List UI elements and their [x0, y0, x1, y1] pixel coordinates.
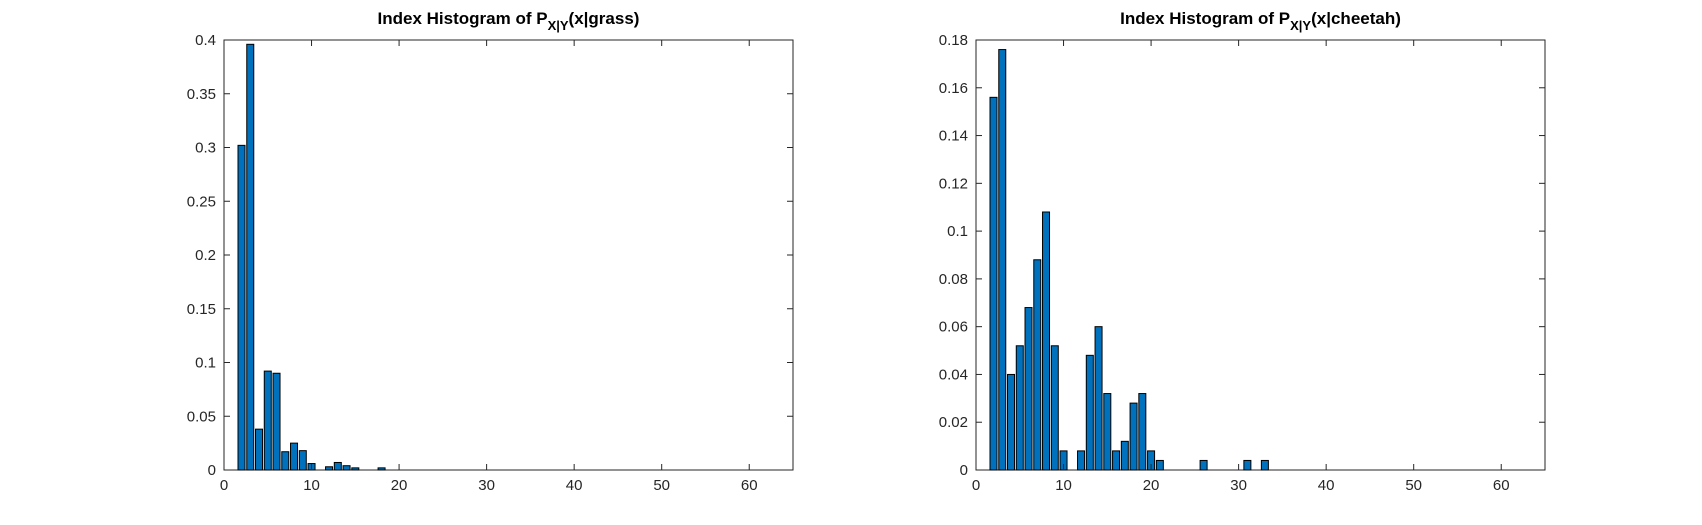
bar-cheetah-5 — [1015, 345, 1024, 471]
bar-cheetah-21 — [1155, 459, 1164, 471]
bar-cheetah-17 — [1120, 440, 1129, 471]
y-tick-label: 0.15 — [187, 301, 216, 318]
bar-grass-18 — [377, 467, 386, 471]
bar-cheetah-33 — [1260, 459, 1269, 471]
y-tick-label: 0.06 — [939, 319, 968, 336]
x-tick-label: 30 — [1230, 477, 1247, 494]
bar-grass-9 — [298, 450, 307, 471]
bar-cheetah-15 — [1103, 393, 1112, 471]
y-tick-label: 0.1 — [947, 223, 968, 240]
title-suffix: (x|cheetah) — [1311, 9, 1401, 28]
x-tick-label: 40 — [566, 477, 583, 494]
bar-grass-13 — [333, 461, 342, 471]
axes-box-grass — [223, 39, 794, 471]
bar-cheetah-9 — [1050, 345, 1059, 471]
bar-grass-3 — [246, 43, 255, 471]
bar-cheetah-8 — [1042, 211, 1051, 471]
y-tick-label: 0.14 — [939, 128, 968, 145]
y-tick-label: 0.35 — [187, 86, 216, 103]
bar-grass-5 — [263, 370, 272, 471]
y-tick-label: 0.08 — [939, 271, 968, 288]
y-tick-label: 0.4 — [195, 32, 216, 49]
bar-cheetah-13 — [1085, 354, 1094, 471]
bar-cheetah-4 — [1007, 373, 1016, 471]
bar-cheetah-31 — [1243, 459, 1252, 471]
y-tick-label: 0.3 — [195, 140, 216, 157]
y-tick-label: 0.2 — [195, 247, 216, 264]
bar-cheetah-12 — [1077, 450, 1086, 471]
title-subscript: X|Y — [1290, 18, 1311, 33]
x-tick-label: 40 — [1318, 477, 1335, 494]
bar-cheetah-6 — [1024, 307, 1033, 471]
x-tick-label: 30 — [478, 477, 495, 494]
bar-grass-7 — [281, 451, 290, 471]
y-tick-label: 0.1 — [195, 355, 216, 372]
y-tick-label: 0 — [208, 462, 216, 479]
bar-grass-15 — [351, 467, 360, 471]
chart-title-cheetah: Index Histogram of PX|Y(x|cheetah) — [1120, 9, 1401, 33]
x-tick-label: 60 — [741, 477, 758, 494]
x-tick-label: 0 — [972, 477, 980, 494]
y-tick-label: 0.12 — [939, 175, 968, 192]
y-tick-label: 0.16 — [939, 80, 968, 97]
bar-grass-6 — [272, 372, 281, 471]
bar-grass-2 — [237, 144, 246, 471]
y-tick-label: 0 — [960, 462, 968, 479]
bar-cheetah-14 — [1094, 326, 1103, 471]
x-tick-label: 20 — [391, 477, 408, 494]
bar-cheetah-26 — [1199, 459, 1208, 471]
bar-cheetah-18 — [1129, 402, 1138, 471]
x-tick-label: 20 — [1143, 477, 1160, 494]
title-subscript: X|Y — [548, 18, 569, 33]
y-tick-label: 0.18 — [939, 32, 968, 49]
bar-grass-12 — [325, 466, 334, 471]
title-suffix: (x|grass) — [569, 9, 640, 28]
bar-cheetah-19 — [1138, 393, 1147, 471]
title-prefix: Index Histogram of P — [378, 9, 548, 28]
bar-grass-14 — [342, 465, 351, 471]
y-tick-label: 0.02 — [939, 414, 968, 431]
title-prefix: Index Histogram of P — [1120, 9, 1290, 28]
bar-cheetah-16 — [1112, 450, 1121, 471]
bar-grass-8 — [290, 442, 299, 471]
x-tick-label: 0 — [220, 477, 228, 494]
plot-cheetah: 0 0.02 0.04 0.06 0.08 0.1 0.12 0.14 0.16 0.18 0 10 2… — [939, 9, 1546, 494]
x-tick-label: 60 — [1493, 477, 1510, 494]
y-tick-label: 0.04 — [939, 366, 968, 383]
y-tick-label: 0.05 — [187, 408, 216, 425]
chart-title-grass: Index Histogram of PX|Y(x|grass) — [378, 9, 640, 33]
bar-grass-4 — [255, 428, 264, 471]
x-tick-label: 10 — [303, 477, 320, 494]
plot-grass: 0 0.05 0.1 0.15 0.2 0.25 0.3 0.35 0.4 0 10 20 30 40 50… — [187, 9, 794, 494]
axes-box-cheetah — [975, 39, 1546, 471]
x-tick-label: 50 — [653, 477, 670, 494]
bar-cheetah-2 — [989, 96, 998, 471]
bar-cheetah-7 — [1033, 259, 1042, 471]
x-tick-label: 50 — [1405, 477, 1422, 494]
y-tick-label: 0.25 — [187, 193, 216, 210]
x-tick-label: 10 — [1055, 477, 1072, 494]
bar-cheetah-3 — [998, 49, 1007, 471]
